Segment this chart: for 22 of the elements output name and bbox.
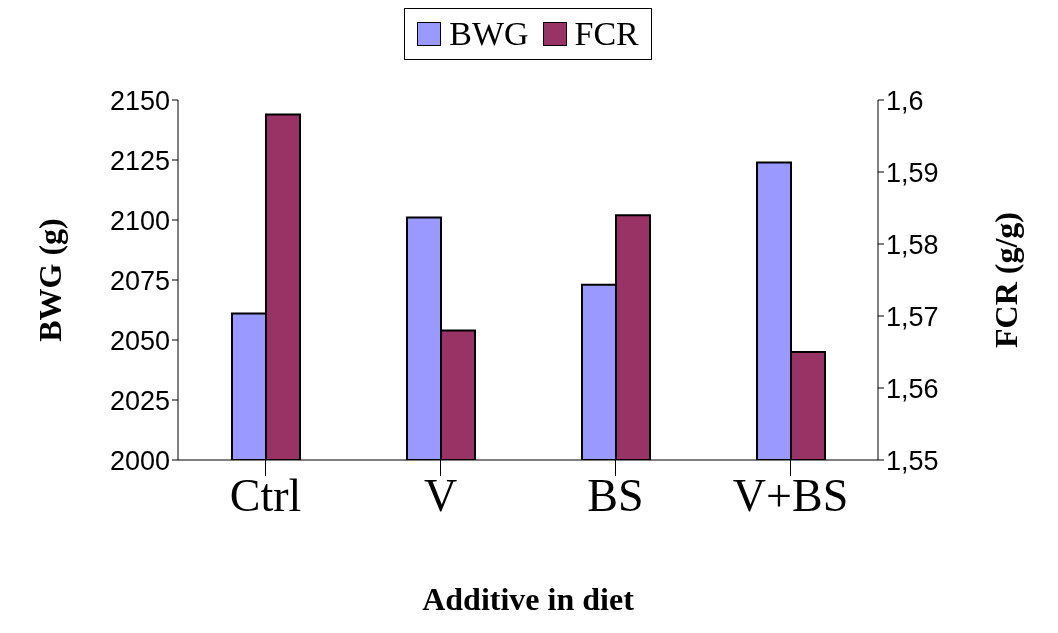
x-tick-label: Ctrl [229, 469, 302, 521]
y-tick-label: 2100 [109, 205, 170, 236]
legend-label: BWG [449, 15, 529, 53]
x-tick-label: V+BS [732, 469, 849, 521]
y2-tick-label: 1,6 [886, 85, 924, 116]
y-tick-label: 2150 [109, 85, 170, 116]
y2-tick-label: 1,56 [886, 373, 939, 404]
y-tick-label: 2075 [109, 265, 170, 296]
y-tick-label: 2125 [109, 145, 170, 176]
x-axis-title: Additive in diet [422, 581, 635, 617]
x-tick-label: V [423, 469, 458, 521]
x-tick-label: BS [587, 469, 644, 521]
y2-tick-label: 1,58 [886, 229, 939, 260]
y-tick-label: 2000 [109, 445, 170, 476]
y-tick-label: 2025 [109, 385, 170, 416]
legend-label: FCR [574, 15, 639, 53]
y2-axis-title: FCR (g/g) [988, 212, 1025, 348]
y2-tick-label: 1,57 [886, 301, 939, 332]
y-axis-title: BWG (g) [32, 218, 69, 342]
y2-tick-label: 1,59 [886, 157, 939, 188]
y2-tick-label: 1,55 [886, 445, 939, 476]
y-tick-label: 2050 [109, 325, 170, 356]
